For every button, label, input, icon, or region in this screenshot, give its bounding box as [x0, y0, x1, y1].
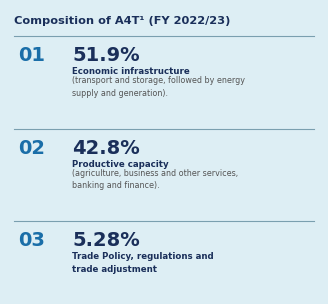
Text: Composition of A4T¹ (FY 2022/23): Composition of A4T¹ (FY 2022/23) [14, 16, 230, 26]
Text: Productive capacity: Productive capacity [72, 160, 169, 169]
Text: 01: 01 [18, 46, 45, 65]
Text: 02: 02 [18, 139, 45, 158]
Text: 03: 03 [18, 231, 45, 250]
Text: 42.8%: 42.8% [72, 139, 140, 158]
Text: 51.9%: 51.9% [72, 46, 140, 65]
Text: Trade Policy, regulations and
trade adjustment: Trade Policy, regulations and trade adju… [72, 252, 214, 274]
Text: Economic infrastructure: Economic infrastructure [72, 67, 190, 76]
Text: (agriculture, business and other services,
banking and finance).: (agriculture, business and other service… [72, 169, 238, 191]
Text: 5.28%: 5.28% [72, 231, 140, 250]
Text: (transport and storage, followed by energy
supply and generation).: (transport and storage, followed by ener… [72, 76, 245, 98]
